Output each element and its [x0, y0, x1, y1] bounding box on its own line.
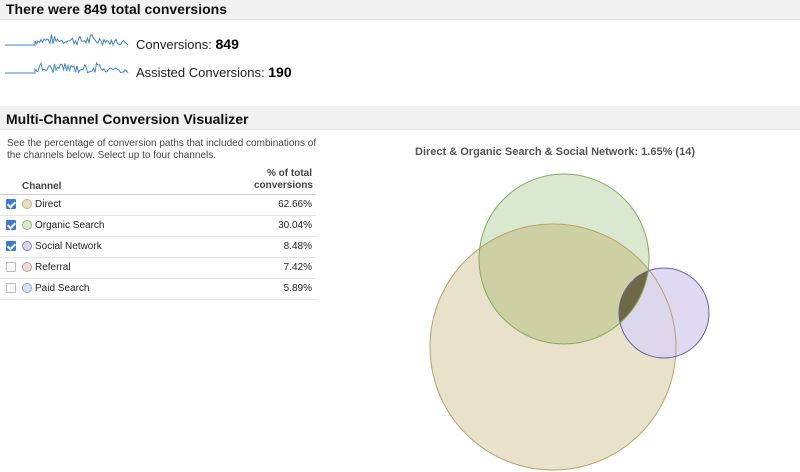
channel-color-dot — [22, 262, 32, 273]
channel-label: Referral — [35, 261, 71, 273]
assisted-conversions-metric: Assisted Conversions: 190 — [0, 61, 400, 83]
channel-table-header: Channel % of total conversions — [0, 167, 316, 195]
channel-pct: 30.04% — [189, 215, 316, 237]
channel-pct: 7.42% — [189, 257, 316, 279]
channel-row-referral[interactable]: Referral 7.42% — [0, 257, 316, 279]
channel-pct: 62.66% — [189, 194, 316, 216]
summary-header-bar: There were 849 total conversions — [0, 0, 800, 20]
channel-color-dot — [22, 241, 32, 252]
conversions-metric: Conversions: 849 — [0, 33, 400, 55]
channel-row-direct[interactable]: Direct 62.66% — [0, 194, 316, 216]
venn-circle-organic-search — [479, 174, 649, 344]
channel-label: Social Network — [35, 240, 102, 252]
channel-row-paid-search[interactable]: Paid Search 5.89% — [0, 278, 316, 300]
assisted-conversions-value: 190 — [268, 64, 292, 80]
channel-pct: 8.48% — [189, 236, 316, 258]
venn-overlap-direct-organic — [479, 224, 649, 344]
venn-outline-organic-search — [478, 173, 650, 345]
channel-color-dot — [22, 220, 32, 231]
channel-pct: 5.89% — [189, 278, 316, 300]
venn-outline-direct — [429, 223, 677, 471]
channel-label: Direct — [35, 198, 62, 210]
visualizer-title: Multi-Channel Conversion Visualizer — [6, 111, 249, 127]
channel-checkbox-social-network[interactable] — [6, 241, 16, 252]
channel-checkbox-direct[interactable] — [6, 199, 16, 210]
conversions-sparkline — [5, 34, 129, 47]
channel-row-social-network[interactable]: Social Network 8.48% — [0, 236, 316, 258]
conversions-label: Conversions: — [136, 37, 212, 52]
visualizer-description: See the percentage of conversion paths t… — [7, 138, 317, 161]
venn-circle-direct — [430, 224, 676, 470]
channel-table: Channel % of total conversions Direct 62.… — [0, 167, 316, 300]
channel-label: Paid Search — [35, 282, 90, 294]
conversions-value: 849 — [215, 36, 239, 52]
sparkline-path — [5, 34, 129, 47]
venn-outline-social-network — [618, 267, 710, 359]
channel-column-header: Channel — [22, 167, 190, 195]
venn-title: Direct & Organic Search & Social Network… — [415, 146, 695, 158]
venn-circle-social-network — [619, 268, 709, 358]
channel-row-organic-search[interactable]: Organic Search 30.04% — [0, 215, 316, 237]
channel-color-dot — [22, 283, 32, 294]
venn-overlap-all-three — [619, 268, 649, 344]
channel-label: Organic Search — [35, 219, 105, 231]
assisted-conversions-sparkline — [5, 61, 129, 74]
summary-title: There were 849 total conversions — [6, 1, 227, 17]
channel-checkbox-referral[interactable] — [6, 262, 16, 273]
visualizer-header-bar: Multi-Channel Conversion Visualizer — [0, 106, 800, 130]
sparkline-path — [5, 61, 129, 74]
channel-checkbox-organic-search[interactable] — [6, 220, 16, 231]
channel-checkbox-paid-search[interactable] — [6, 283, 16, 294]
assisted-conversions-label: Assisted Conversions: — [136, 65, 265, 80]
pct-column-header: % of total conversions — [189, 167, 316, 195]
channel-color-dot — [22, 199, 32, 210]
